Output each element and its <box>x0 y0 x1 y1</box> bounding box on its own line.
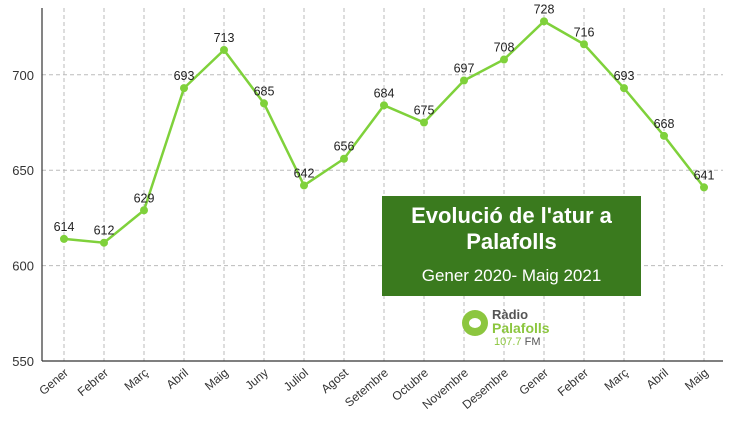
data-point <box>180 84 188 93</box>
y-tick-label: 600 <box>12 259 34 274</box>
logo-freq: 107.7 <box>494 336 522 348</box>
data-label: 668 <box>654 117 675 131</box>
grid-lines <box>42 8 723 361</box>
data-label: 629 <box>134 191 155 205</box>
data-point <box>260 99 268 108</box>
x-tick-label: Febrer <box>555 366 591 399</box>
data-point <box>340 154 348 163</box>
logo-line1: Ràdio <box>492 307 529 322</box>
data-point <box>220 45 228 54</box>
data-point <box>60 234 68 243</box>
x-tick-label: Abril <box>644 366 671 392</box>
data-point <box>700 183 708 192</box>
chart-title: Evolució de l'atur a Palafolls <box>411 203 612 254</box>
data-point <box>140 206 148 215</box>
x-tick-label: Gener <box>36 366 71 398</box>
data-points <box>60 17 708 247</box>
axes <box>41 8 723 362</box>
data-point <box>580 40 588 49</box>
data-label: 642 <box>294 166 315 180</box>
data-label: 614 <box>54 220 75 234</box>
data-label: 641 <box>694 168 715 182</box>
x-tick-label: Maig <box>682 366 711 393</box>
x-tick-label: Agost <box>318 365 351 396</box>
data-point <box>660 131 668 140</box>
radio-logo: Ràdio Palafolls 107.7 FM <box>462 307 572 353</box>
x-tick-label: Abril <box>164 366 191 392</box>
data-label: 612 <box>94 224 115 238</box>
data-label: 656 <box>334 140 355 154</box>
data-label: 675 <box>414 103 435 117</box>
data-point <box>500 55 508 64</box>
x-tick-label: Maig <box>202 366 231 393</box>
data-labels: 614 612 629 693 713 685 642 656 684 675 697 708 728 7… <box>54 2 715 237</box>
logo-mark-icon <box>462 310 488 336</box>
chart-title-box: Evolució de l'atur a Palafolls Gener 202… <box>382 196 641 296</box>
data-label: 728 <box>534 2 555 16</box>
data-point <box>100 238 108 247</box>
y-tick-labels: 550 600 650 700 <box>12 68 34 369</box>
data-label: 713 <box>214 31 235 45</box>
x-tick-label: Febrer <box>75 366 111 399</box>
data-point <box>420 118 428 127</box>
x-tick-label: Juny <box>243 366 271 393</box>
data-point <box>460 76 468 85</box>
data-label: 697 <box>454 62 475 76</box>
x-tick-label: Març <box>121 366 150 394</box>
x-tick-label: Gener <box>516 366 551 398</box>
data-label: 693 <box>174 69 195 83</box>
data-label: 708 <box>494 41 515 55</box>
x-tick-label: Setembre <box>342 365 391 409</box>
data-label: 684 <box>374 86 395 100</box>
logo-line2: Palafolls <box>492 320 550 336</box>
data-label: 685 <box>254 84 275 98</box>
y-tick-label: 650 <box>12 163 34 178</box>
logo-band: FM <box>524 336 541 348</box>
data-label: 693 <box>614 69 635 83</box>
y-tick-label: 700 <box>12 68 34 83</box>
x-tick-labels: Gener Febrer Març Abril Maig Juny Juliol AgostS… <box>36 365 711 412</box>
data-point <box>300 181 308 190</box>
y-tick-label: 550 <box>12 354 34 369</box>
x-tick-label: Juliol <box>281 366 311 394</box>
data-point <box>620 84 628 93</box>
x-tick-label: Març <box>601 366 630 394</box>
data-point <box>380 101 388 110</box>
logo-frequency: 107.7 FM <box>494 336 540 348</box>
data-point <box>540 17 548 26</box>
data-label: 716 <box>574 25 595 39</box>
chart-subtitle: Gener 2020- Maig 2021 <box>421 266 602 285</box>
